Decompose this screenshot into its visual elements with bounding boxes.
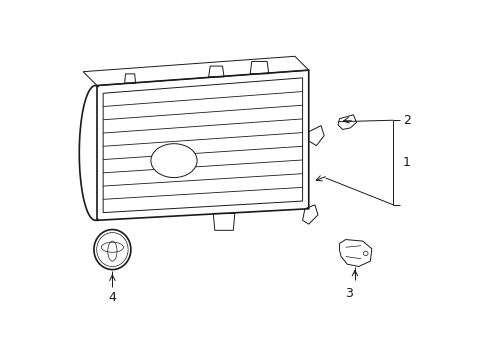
Ellipse shape (151, 144, 197, 177)
Text: 4: 4 (108, 291, 116, 304)
Text: 3: 3 (344, 287, 352, 300)
Text: 1: 1 (402, 156, 410, 169)
Text: 2: 2 (402, 114, 410, 127)
Ellipse shape (94, 230, 131, 270)
